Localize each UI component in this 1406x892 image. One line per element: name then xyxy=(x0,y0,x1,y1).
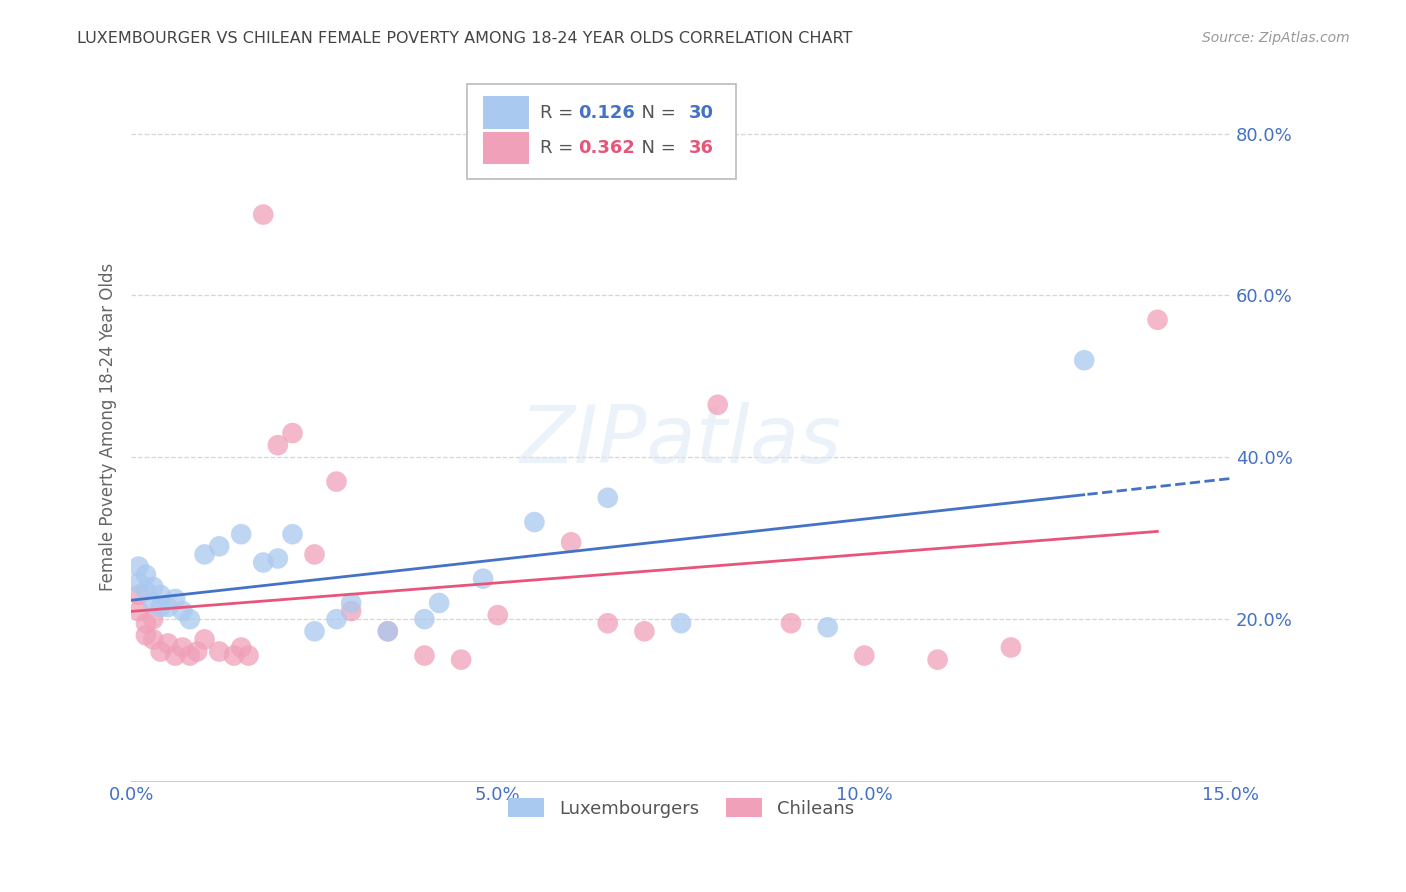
Point xyxy=(252,556,274,570)
Point xyxy=(523,515,546,529)
Point xyxy=(450,652,472,666)
Point xyxy=(281,527,304,541)
Point xyxy=(193,548,215,562)
Text: R =: R = xyxy=(540,139,579,157)
Point xyxy=(208,644,231,658)
Point xyxy=(128,575,150,590)
Point xyxy=(142,612,165,626)
FancyBboxPatch shape xyxy=(467,84,735,179)
Text: LUXEMBOURGER VS CHILEAN FEMALE POVERTY AMONG 18-24 YEAR OLDS CORRELATION CHART: LUXEMBOURGER VS CHILEAN FEMALE POVERTY A… xyxy=(77,31,852,46)
Point xyxy=(340,604,363,618)
Point xyxy=(165,591,187,606)
Point xyxy=(142,632,165,647)
Y-axis label: Female Poverty Among 18-24 Year Olds: Female Poverty Among 18-24 Year Olds xyxy=(100,263,117,591)
Text: 30: 30 xyxy=(689,103,714,121)
Point xyxy=(128,604,150,618)
Point xyxy=(413,612,436,626)
Point xyxy=(231,640,253,655)
Point xyxy=(817,620,839,634)
Point xyxy=(267,438,290,452)
Point xyxy=(208,539,231,553)
Point xyxy=(135,616,157,631)
Point xyxy=(853,648,876,663)
Point xyxy=(179,612,201,626)
Point xyxy=(596,616,619,631)
Point xyxy=(252,208,274,222)
Point xyxy=(135,567,157,582)
Point xyxy=(222,648,245,663)
Text: 0.126: 0.126 xyxy=(578,103,634,121)
Point xyxy=(156,636,179,650)
Point xyxy=(472,572,495,586)
Point xyxy=(706,398,728,412)
Point xyxy=(1146,312,1168,326)
Point xyxy=(172,604,194,618)
Point xyxy=(149,644,172,658)
Point xyxy=(427,596,450,610)
Point xyxy=(142,580,165,594)
Point xyxy=(1000,640,1022,655)
FancyBboxPatch shape xyxy=(484,132,529,164)
Point xyxy=(633,624,655,639)
Point xyxy=(596,491,619,505)
Point xyxy=(927,652,949,666)
Point xyxy=(149,600,172,615)
Text: N =: N = xyxy=(630,103,682,121)
Point xyxy=(128,588,150,602)
Point xyxy=(238,648,260,663)
Point xyxy=(128,559,150,574)
Point xyxy=(267,551,290,566)
Point xyxy=(172,640,194,655)
Text: 0.362: 0.362 xyxy=(578,139,634,157)
Point xyxy=(179,648,201,663)
Text: N =: N = xyxy=(630,139,682,157)
Point xyxy=(486,608,509,623)
Point xyxy=(149,588,172,602)
Point xyxy=(325,612,347,626)
Point xyxy=(281,425,304,440)
Text: 36: 36 xyxy=(689,139,714,157)
Point xyxy=(340,596,363,610)
Point xyxy=(304,548,326,562)
Point xyxy=(142,596,165,610)
Point xyxy=(156,600,179,615)
Text: R =: R = xyxy=(540,103,579,121)
Point xyxy=(231,527,253,541)
Point xyxy=(377,624,399,639)
Point xyxy=(135,583,157,598)
Point xyxy=(186,644,208,658)
Point xyxy=(304,624,326,639)
Text: Source: ZipAtlas.com: Source: ZipAtlas.com xyxy=(1202,31,1350,45)
Point xyxy=(165,648,187,663)
Point xyxy=(780,616,803,631)
Legend: Luxembourgers, Chileans: Luxembourgers, Chileans xyxy=(501,791,860,825)
Point xyxy=(413,648,436,663)
Point xyxy=(1073,353,1095,368)
Text: ZIPatlas: ZIPatlas xyxy=(520,402,842,480)
Point xyxy=(377,624,399,639)
Point xyxy=(193,632,215,647)
Point xyxy=(560,535,582,549)
FancyBboxPatch shape xyxy=(484,96,529,129)
Point xyxy=(325,475,347,489)
Point xyxy=(135,628,157,642)
Point xyxy=(669,616,692,631)
